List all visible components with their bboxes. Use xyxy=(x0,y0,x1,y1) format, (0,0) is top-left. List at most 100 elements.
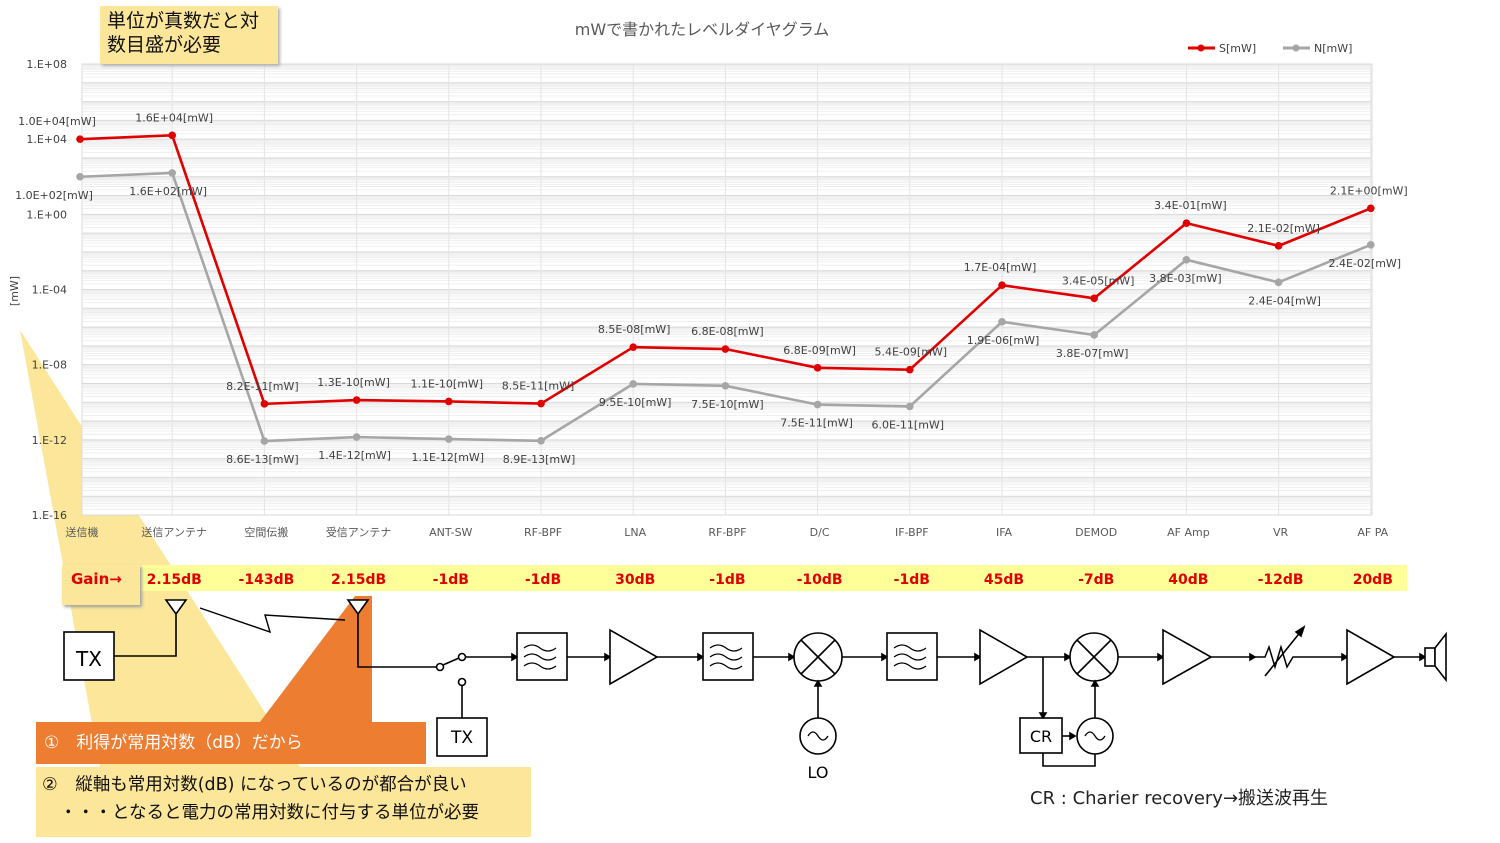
x-tick-label: 空間伝搬 xyxy=(244,525,288,539)
y-tick-label: 1.E-04 xyxy=(32,284,67,297)
data-label-noise: 7.5E-11[mW] xyxy=(780,417,853,430)
series-point-noise xyxy=(721,382,730,390)
x-tick-label: VR xyxy=(1273,526,1289,539)
data-label-signal: 6.8E-09[mW] xyxy=(783,344,856,357)
gain-bar xyxy=(62,565,1407,591)
series-point-noise xyxy=(537,436,545,445)
data-label-noise: 1.0E+02[mW] xyxy=(15,189,93,202)
gain-value-label: 40dB xyxy=(1168,572,1208,588)
data-label-noise: 2.4E-04[mW] xyxy=(1248,294,1321,307)
switch-contact-b xyxy=(457,652,467,662)
chart-labels: 1.0E+04[mW] 1.6E+04[mW] 8.2E-11[mW] 1.3E-10… xyxy=(15,111,1408,466)
series-point-noise xyxy=(1090,331,1098,339)
data-label-signal: 1.3E-10[mW] xyxy=(317,376,390,389)
data-label-signal: 8.2E-11[mW] xyxy=(226,380,299,393)
y-tick-label: 1.E-16 xyxy=(32,509,67,522)
axis-db-callout: ② 縦軸も常用対数(dB) になっているのが都合が良い ・・・となると電力の常用… xyxy=(36,767,531,837)
chart-axis: 1.E-16 1.E-12 1.E-08 1.E-04 1.E+00 1.E+04 1.E+… xyxy=(26,58,1388,539)
data-label-noise: 7.5E-10[mW] xyxy=(691,398,764,411)
series-point-noise xyxy=(352,433,361,441)
tx-block xyxy=(63,631,115,681)
series-point-noise xyxy=(260,437,269,445)
x-tick-label: 送信アンテナ xyxy=(141,525,207,539)
gain-value-label: -1dB xyxy=(433,572,469,588)
gain-labels: 2.15dB -143dB 2.15dB -1dB -1dB 30dB -1dB -10dB -… xyxy=(147,572,1393,588)
gain-value-label: 45dB xyxy=(984,572,1024,588)
series-point-signal xyxy=(813,364,822,372)
data-label-signal: 1.0E+04[mW] xyxy=(18,115,96,128)
data-label-noise: 3.8E-07[mW] xyxy=(1056,347,1129,360)
data-label-signal: 8.5E-11[mW] xyxy=(502,380,575,393)
data-label-signal: 2.1E-02[mW] xyxy=(1247,222,1320,235)
series-point-signal xyxy=(998,281,1006,289)
data-label-noise: 3.8E-03[mW] xyxy=(1149,272,1222,285)
series-point-signal xyxy=(1367,204,1375,213)
gain-value-label: 2.15dB xyxy=(147,572,202,588)
af-amp-icon xyxy=(1162,628,1213,686)
chart-title: mWで書かれたレベルダイヤグラム xyxy=(575,20,829,39)
x-tick-label: RF-BPF xyxy=(524,526,562,539)
gain-value-label: -1dB xyxy=(525,572,561,588)
switch-arm xyxy=(442,657,460,666)
x-tick-label: 受信アンテナ xyxy=(326,526,392,539)
x-tick-label: ANT-SW xyxy=(429,526,472,539)
gain-value-label: 2.15dB xyxy=(331,572,386,588)
series-point-signal xyxy=(1274,242,1283,250)
gain-value-label: -1dB xyxy=(894,572,930,588)
switch-contact-a xyxy=(435,662,445,672)
data-label-noise: 1.9E-06[mW] xyxy=(967,334,1040,347)
x-tick-label: LNA xyxy=(624,526,646,539)
series-point-noise xyxy=(76,172,84,181)
af-pa-amp-icon xyxy=(1346,628,1396,686)
log-scale-callout: 単位が真数だと対 数目盛が必要 xyxy=(100,6,278,64)
rx-antenna-icon xyxy=(346,599,370,616)
gain-db-callout: ① 利得が常用対数（dB）だから xyxy=(36,722,426,764)
data-label-signal: 2.1E+00[mW] xyxy=(1330,184,1408,197)
series-point-signal xyxy=(445,397,453,406)
data-label-noise: 1.6E+02[mW] xyxy=(129,185,207,198)
note1-pointer xyxy=(260,596,372,722)
x-tick-label: 送信機 xyxy=(66,525,99,539)
legend-s-label: S[mW] xyxy=(1219,42,1256,55)
series-point-noise xyxy=(629,380,637,388)
series-point-noise xyxy=(1367,240,1375,249)
tx-to-antenna-wire xyxy=(114,612,177,657)
data-label-signal: 1.6E+04[mW] xyxy=(135,111,213,124)
series-point-signal xyxy=(352,396,361,404)
cr-note: CR : Charier recovery→搬送波再生 xyxy=(1030,788,1329,809)
series-point-noise xyxy=(1182,256,1191,264)
lo-label: LO xyxy=(808,763,829,782)
volume-resistor-icon xyxy=(1255,644,1300,670)
gain-value-label: 30dB xyxy=(615,572,655,588)
series-point-signal xyxy=(1090,294,1098,303)
y-tick-label: 1.E+00 xyxy=(26,208,67,221)
series-point-signal xyxy=(721,345,730,353)
data-label-noise: 2.4E-02[mW] xyxy=(1329,257,1402,270)
lna-amp-icon xyxy=(609,628,659,686)
data-label-signal: 1.1E-10[mW] xyxy=(411,377,484,390)
x-tick-label: AF PA xyxy=(1357,526,1388,539)
y-axis-label: [mW] xyxy=(8,276,21,306)
data-label-noise: 1.1E-12[mW] xyxy=(412,451,485,464)
y-tick-label: 1.E+08 xyxy=(26,58,67,71)
y-tick-label: 1.E+04 xyxy=(26,133,67,146)
chart-grid xyxy=(81,63,1373,516)
y-tick-label: 1.E-12 xyxy=(32,434,67,447)
series-point-signal xyxy=(260,400,269,408)
series-point-noise xyxy=(906,402,914,411)
switch-contact-c xyxy=(457,677,467,687)
tx-switch-label: TX xyxy=(450,728,473,748)
legend: S[mW] N[mW] xyxy=(1188,42,1352,55)
legend-n-label: N[mW] xyxy=(1314,42,1352,55)
gain-value-label: 20dB xyxy=(1353,572,1393,588)
data-label-noise: 9.5E-10[mW] xyxy=(599,396,672,409)
y-tick-label: 1.E-08 xyxy=(32,359,67,372)
gain-tag: Gain→ xyxy=(62,565,140,605)
data-label-noise: 6.0E-11[mW] xyxy=(872,418,945,431)
series-point-noise xyxy=(998,318,1006,326)
series-point-signal xyxy=(1182,219,1191,227)
series-point-noise xyxy=(445,435,453,443)
gain-value-label: -7dB xyxy=(1078,572,1114,588)
data-label-signal: 8.5E-08[mW] xyxy=(598,323,671,336)
x-tick-label: IF-BPF xyxy=(895,526,929,539)
